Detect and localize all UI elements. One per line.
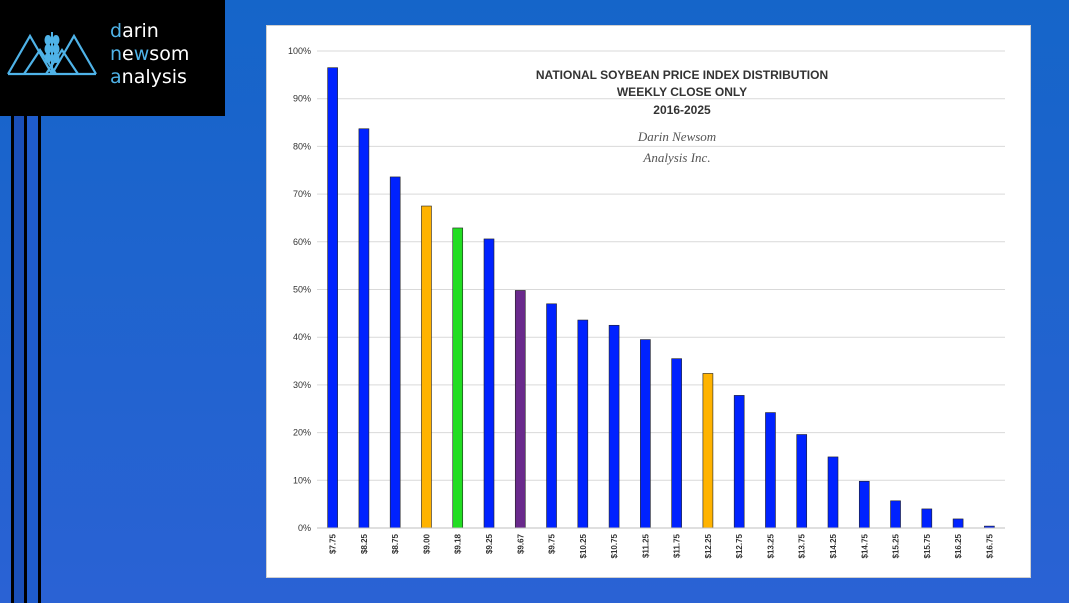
chart-panel: 0% 10% 20% 30% 40% 50% 60% 70% 80% 90% 100% $7.75 $…	[266, 25, 1031, 578]
logo-wordmark: darin newsom analysis	[110, 20, 190, 88]
x-tick-label: $7.75	[329, 533, 338, 554]
gridlines	[317, 50, 1005, 529]
x-tick-label: $9.67	[516, 533, 525, 554]
bar	[702, 373, 714, 529]
bar	[577, 319, 589, 529]
x-tick-label: $9.75	[548, 533, 557, 554]
x-tick-label: $16.25	[954, 533, 963, 558]
decor-stripe	[38, 116, 41, 603]
watermark-line2: Analysis Inc.	[642, 150, 710, 165]
bar	[921, 508, 933, 529]
decor-stripe	[27, 116, 38, 603]
x-tick-label: $8.25	[360, 533, 369, 554]
x-tick-label: $13.75	[798, 533, 807, 558]
x-tick-label: $13.25	[766, 533, 775, 558]
bar	[546, 303, 557, 529]
x-axis: $7.75 $8.25 $8.75 $9.00 $9.18 $9.25 $9.67 $9.75…	[317, 527, 1005, 558]
y-tick-label: 0%	[298, 523, 311, 533]
x-tick-label: $14.25	[829, 533, 838, 558]
bar	[358, 128, 370, 529]
chart-title-line1: NATIONAL SOYBEAN PRICE INDEX DISTRIBUTIO…	[536, 68, 828, 82]
bar	[421, 205, 432, 529]
y-tick-label: 60%	[293, 237, 311, 247]
bar	[608, 324, 620, 529]
bar	[858, 480, 870, 529]
x-tick-label: $10.25	[579, 533, 588, 558]
x-tick-label: $9.25	[485, 533, 494, 554]
bar	[796, 434, 808, 529]
x-tick-label: $11.25	[641, 533, 650, 558]
logo-panel: darin newsom analysis	[0, 0, 225, 116]
x-tick-label: $8.75	[391, 533, 400, 554]
y-tick-label: 100%	[288, 46, 311, 56]
y-tick-label: 50%	[293, 285, 311, 295]
x-tick-label: $11.75	[673, 533, 682, 558]
y-tick-label: 30%	[293, 380, 311, 390]
bar-chart: 0%10%20%30%40%50%60%70%80%90%100% $7.75 $…	[288, 46, 1005, 558]
chart-title-line3: 2016-2025	[653, 103, 711, 117]
bar	[640, 339, 651, 529]
bar	[327, 67, 338, 529]
wheat-mountain-icon	[7, 32, 97, 76]
decor-stripe	[24, 116, 27, 603]
bar	[389, 176, 401, 529]
x-tick-label: $15.25	[892, 533, 901, 558]
y-tick-label: 10%	[293, 475, 311, 485]
x-tick-label: $12.25	[704, 533, 713, 558]
x-tick-label: $14.75	[860, 533, 869, 558]
x-tick-label: $9.00	[422, 533, 431, 554]
bar	[890, 500, 901, 529]
y-axis: 0% 10% 20% 30% 40% 50% 60% 70% 80% 90% 100%	[288, 46, 311, 533]
bar	[765, 412, 776, 529]
chart-title-line2: WEEKLY CLOSE ONLY	[617, 85, 747, 99]
x-tick-label: $12.75	[735, 533, 744, 558]
watermark-line1: Darin Newsom	[637, 129, 716, 144]
x-tick-label: $9.18	[454, 533, 463, 554]
bar	[452, 227, 464, 529]
decor-stripe	[11, 116, 14, 603]
bar	[483, 238, 495, 529]
y-tick-label: 70%	[293, 189, 311, 199]
bar	[671, 358, 682, 529]
decor-stripe	[14, 116, 24, 603]
y-tick-label: 80%	[293, 141, 311, 151]
bar	[733, 395, 745, 529]
x-tick-label: $10.75	[610, 533, 619, 558]
bar	[827, 456, 839, 529]
y-tick-label: 20%	[293, 428, 311, 438]
x-tick-label: $15.75	[923, 533, 932, 558]
y-tick-label: 40%	[293, 332, 311, 342]
bar	[952, 518, 964, 529]
x-tick-label: $16.75	[985, 533, 994, 558]
bar	[514, 290, 526, 529]
bars	[327, 67, 995, 529]
y-tick-label: 90%	[293, 94, 311, 104]
